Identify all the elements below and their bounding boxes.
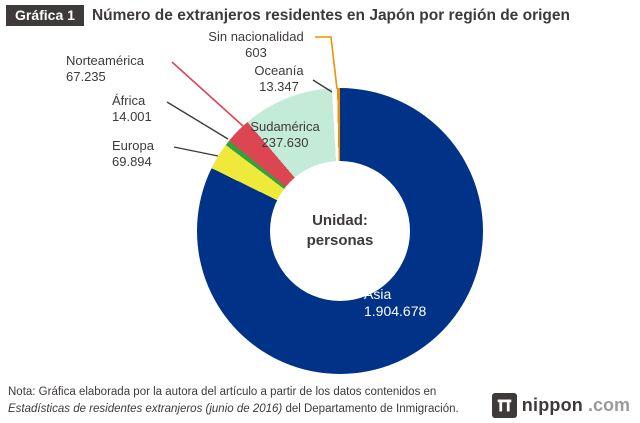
slice-name: Sin nacionalidad [208, 29, 304, 44]
slice-name: Asia [364, 286, 392, 302]
slice-name: Europa [112, 138, 154, 153]
source-note: Nota: Gráfica elaborada por la autora de… [8, 384, 459, 417]
nippon-logo: nippon .com [491, 393, 630, 418]
label-africa: África 14.001 [112, 93, 176, 124]
note-line2-rest: del Departamento de Inmigración. [282, 402, 459, 415]
label-oceania: Oceanía 13.347 [246, 63, 312, 94]
slice-value: 237.630 [261, 134, 309, 150]
slice-value: 13.347 [259, 78, 299, 94]
slice-value: 1.904.678 [364, 302, 427, 319]
page-title: Número de extranjeros residentes en Japó… [91, 6, 570, 24]
slice-value: 69.894 [112, 153, 152, 169]
donut-hole: Unidad: personas [270, 161, 410, 301]
label-sudamerica: Sudamérica 237.630 [240, 119, 330, 150]
note-publication-title: Estadísticas de residentes extranjeros (… [8, 402, 283, 415]
slice-value: 14.001 [112, 108, 152, 124]
label-norteamerica: Norteamérica 67.235 [66, 53, 170, 84]
nippon-logo-icon [491, 393, 517, 418]
label-europa: Europa 69.894 [112, 138, 176, 169]
slice-name: Sudamérica [250, 119, 320, 134]
slice-name: Oceanía [254, 63, 304, 78]
label-asia: Asia 1.904.678 [364, 286, 474, 320]
logo-text-main: nippon [521, 395, 583, 415]
gate-icon [497, 399, 512, 412]
figure-badge: Gráfica 1 [6, 5, 84, 26]
note-line2: Estadísticas de residentes extranjeros (… [8, 401, 459, 418]
label-sin-nacionalidad: Sin nacionalidad 603 [200, 29, 312, 60]
unit-label-line2: personas [306, 232, 374, 249]
unit-label-line1: Unidad: [312, 211, 368, 229]
note-line1: Nota: Gráfica elaborada por la autora de… [8, 386, 437, 398]
logo-text-suffix: .com [587, 395, 630, 415]
slice-name: Norteamérica [66, 53, 145, 68]
slice-value: 67.235 [66, 68, 106, 84]
slice-value: 603 [245, 44, 267, 60]
header: Gráfica 1 Número de extranjeros resident… [6, 5, 634, 26]
slice-name: África [112, 93, 146, 108]
